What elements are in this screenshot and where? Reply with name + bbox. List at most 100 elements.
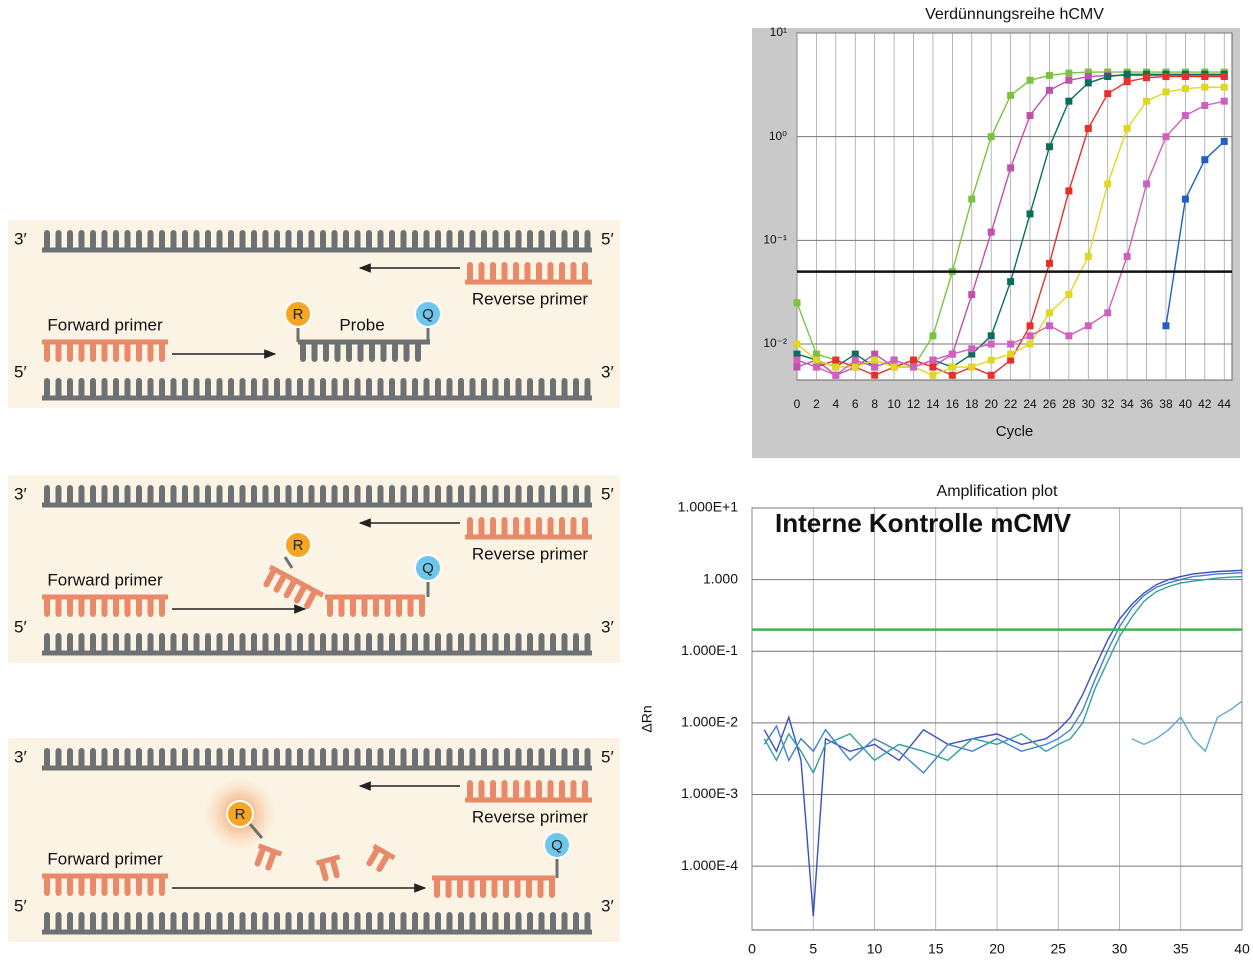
data-point — [1104, 73, 1111, 80]
base — [136, 748, 142, 768]
base — [525, 780, 531, 800]
base — [493, 748, 499, 768]
data-point — [1007, 278, 1014, 285]
base — [389, 633, 395, 653]
x-tick-label: 44 — [1218, 397, 1232, 411]
base — [571, 517, 577, 537]
base — [415, 342, 421, 362]
base — [79, 230, 85, 250]
base — [125, 485, 131, 505]
base — [79, 876, 85, 896]
base — [320, 378, 326, 398]
base — [378, 230, 384, 250]
base — [297, 748, 303, 768]
base — [573, 230, 579, 250]
base — [102, 230, 108, 250]
base — [102, 633, 108, 653]
base — [585, 378, 591, 398]
base — [332, 748, 338, 768]
x-tick-label: 32 — [1101, 397, 1115, 411]
base — [366, 230, 372, 250]
base — [343, 485, 349, 505]
data-point — [1065, 77, 1072, 84]
base — [343, 633, 349, 653]
base — [79, 342, 85, 362]
base — [447, 633, 453, 653]
x-tick-label: 20 — [989, 941, 1005, 957]
base — [159, 597, 165, 617]
base — [251, 378, 257, 398]
base — [251, 912, 257, 932]
base — [205, 912, 211, 932]
base — [458, 378, 464, 398]
base — [355, 912, 361, 932]
base — [527, 912, 533, 932]
base — [263, 378, 269, 398]
data-point — [1182, 112, 1189, 119]
x-tick-label: 6 — [852, 397, 859, 411]
base — [102, 597, 108, 617]
x-tick-label: 35 — [1173, 941, 1189, 957]
base — [470, 633, 476, 653]
base — [516, 230, 522, 250]
data-point — [1143, 98, 1150, 105]
base — [274, 230, 280, 250]
strand-end: 3′ — [601, 896, 614, 915]
data-point — [1124, 78, 1131, 85]
annotation: Interne Kontrolle mCMV — [775, 508, 1072, 538]
base — [389, 748, 395, 768]
base — [113, 230, 119, 250]
base — [378, 633, 384, 653]
strand-end: 5′ — [601, 229, 614, 248]
x-tick-label: 42 — [1198, 397, 1212, 411]
backbone — [298, 340, 430, 345]
base — [125, 597, 131, 617]
base — [320, 748, 326, 768]
base — [481, 230, 487, 250]
base — [125, 230, 131, 250]
data-point — [910, 364, 917, 371]
x-tick-label: 4 — [832, 397, 839, 411]
base — [539, 378, 545, 398]
data-point — [1065, 70, 1072, 77]
base — [585, 485, 591, 505]
base — [300, 342, 306, 362]
base — [582, 262, 588, 282]
base — [503, 878, 509, 898]
base — [412, 912, 418, 932]
base — [536, 517, 542, 537]
base — [548, 780, 554, 800]
base — [327, 597, 333, 617]
panel: 3′5′Reverse primerForward primer5′3′RQPr… — [8, 220, 620, 408]
base — [320, 633, 326, 653]
primer-label: Forward primer — [47, 849, 163, 868]
base — [504, 748, 510, 768]
base — [424, 485, 430, 505]
base — [562, 485, 568, 505]
base — [240, 485, 246, 505]
base — [217, 912, 223, 932]
data-point — [1085, 322, 1092, 329]
base — [412, 378, 418, 398]
base — [67, 597, 73, 617]
base — [159, 378, 165, 398]
data-point — [891, 364, 898, 371]
base — [447, 378, 453, 398]
base — [467, 780, 473, 800]
data-point — [1027, 112, 1034, 119]
base — [113, 876, 119, 896]
base — [470, 485, 476, 505]
data-point — [1027, 341, 1034, 348]
data-point — [929, 372, 936, 379]
data-point — [1007, 351, 1014, 358]
base — [424, 633, 430, 653]
x-tick-label: 20 — [985, 397, 999, 411]
base — [378, 485, 384, 505]
data-point — [1104, 90, 1111, 97]
base — [113, 342, 119, 362]
base — [582, 780, 588, 800]
data-point — [852, 351, 859, 358]
base — [113, 633, 119, 653]
data-point — [929, 364, 936, 371]
x-tick-label: 0 — [748, 941, 756, 957]
